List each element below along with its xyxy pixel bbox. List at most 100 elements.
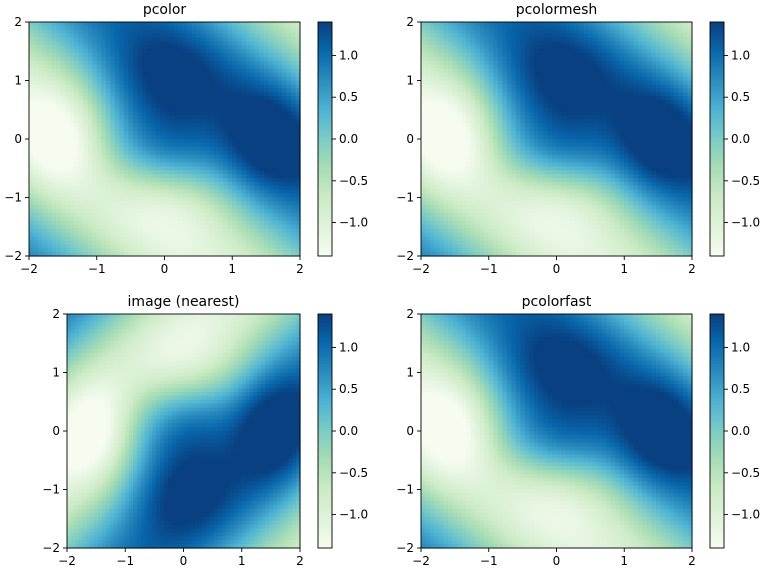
heatmap-cell <box>218 57 224 62</box>
heatmap-cell <box>268 135 274 140</box>
heatmap-cell <box>141 84 148 89</box>
heatmap-cell <box>497 49 503 54</box>
colorbar-swatch <box>318 57 332 61</box>
heatmap-cell <box>479 33 485 39</box>
heatmap-cell <box>223 45 229 50</box>
heatmap-cell <box>250 220 256 226</box>
heatmap-cell <box>128 205 134 210</box>
heatmap-cell <box>434 84 440 89</box>
heatmap-cell <box>155 100 161 105</box>
heatmap-cell <box>565 29 571 35</box>
heatmap-cell <box>141 248 148 253</box>
heatmap-cell <box>263 100 269 105</box>
heatmap-cell <box>610 68 616 74</box>
heatmap-cell <box>33 170 39 175</box>
heatmap-cell <box>114 252 120 257</box>
heatmap-cell <box>241 205 247 210</box>
heatmap-cell <box>119 150 125 156</box>
heatmap-cell <box>137 57 143 62</box>
heatmap-cell <box>574 29 580 35</box>
heatmap-cell <box>187 92 193 97</box>
heatmap-cell <box>155 201 161 206</box>
heatmap-cell <box>47 68 53 74</box>
heatmap-cell <box>114 240 120 245</box>
heatmap-cell <box>173 146 179 152</box>
heatmap-cell <box>637 96 643 101</box>
heatmap-cell <box>65 88 71 93</box>
heatmap-cell <box>29 127 35 132</box>
heatmap-cell <box>209 209 215 214</box>
heatmap-cell <box>191 217 197 222</box>
heatmap-cell <box>421 29 427 35</box>
colorbar-tick-label: 1.0 <box>339 48 358 62</box>
heatmap-cell <box>87 209 93 214</box>
heatmap-cell <box>101 127 107 132</box>
heatmap-cell <box>205 244 211 249</box>
heatmap-cell <box>272 220 279 226</box>
heatmap-cell <box>214 123 220 128</box>
heatmap-cell <box>245 205 251 210</box>
heatmap-cell <box>651 29 657 35</box>
heatmap-cell <box>83 57 89 62</box>
heatmap-cell <box>259 209 265 214</box>
heatmap-cell <box>155 115 161 121</box>
heatmap-cell <box>123 135 129 140</box>
heatmap-cell <box>96 72 102 78</box>
heatmap-cell <box>146 80 152 85</box>
heatmap-cell <box>236 213 242 218</box>
heatmap-cell <box>218 193 224 199</box>
y-tick-label: −2 <box>4 249 22 263</box>
heatmap-cell <box>281 181 288 187</box>
heatmap-cell <box>286 103 292 109</box>
heatmap-cell <box>542 80 549 85</box>
heatmap-cell <box>254 45 260 50</box>
heatmap-cell <box>196 240 202 245</box>
heatmap-cell <box>132 115 138 121</box>
colorbar-swatch <box>318 54 332 58</box>
heatmap-cell <box>232 142 238 148</box>
heatmap-cell <box>205 135 211 140</box>
heatmap-cell <box>105 131 111 136</box>
heatmap-cell <box>461 68 467 74</box>
heatmap-cell <box>687 92 693 97</box>
heatmap-cell <box>60 41 66 46</box>
heatmap-cell <box>47 213 53 218</box>
heatmap-cell <box>196 236 202 241</box>
heatmap-cell <box>56 228 62 234</box>
heatmap-cell <box>241 158 247 163</box>
heatmap-cell <box>33 41 39 46</box>
heatmap-cell <box>191 150 197 156</box>
heatmap-cell <box>196 201 202 206</box>
heatmap-cell <box>254 115 260 121</box>
heatmap-cell <box>110 25 116 31</box>
heatmap-cell <box>65 158 71 163</box>
heatmap-cell <box>178 193 184 199</box>
heatmap-cell <box>268 127 274 132</box>
heatmap-cell <box>281 45 288 50</box>
heatmap-cell <box>592 92 598 97</box>
heatmap-cell <box>132 244 138 249</box>
heatmap-cell <box>56 224 62 230</box>
heatmap-cell <box>83 244 89 249</box>
heatmap-cell <box>150 68 157 74</box>
heatmap-cell <box>245 209 251 214</box>
heatmap-cell <box>69 41 75 46</box>
heatmap-cell <box>205 33 211 39</box>
heatmap-cell <box>511 41 517 46</box>
heatmap-cell <box>164 217 170 222</box>
heatmap-cell <box>169 111 175 117</box>
heatmap-cell <box>164 220 170 226</box>
heatmap-cell <box>42 240 48 245</box>
heatmap-cell <box>673 41 680 46</box>
heatmap-cell <box>497 22 503 27</box>
heatmap-cell <box>119 45 125 50</box>
colorbar-swatch <box>318 156 332 161</box>
heatmap-cell <box>110 158 116 163</box>
heatmap-cell <box>236 240 242 245</box>
heatmap-cell <box>633 33 639 39</box>
heatmap-cell <box>628 80 634 85</box>
heatmap-cell <box>51 103 57 109</box>
heatmap-cell <box>651 80 657 85</box>
heatmap-cell <box>286 49 292 54</box>
heatmap-cell <box>196 181 202 187</box>
